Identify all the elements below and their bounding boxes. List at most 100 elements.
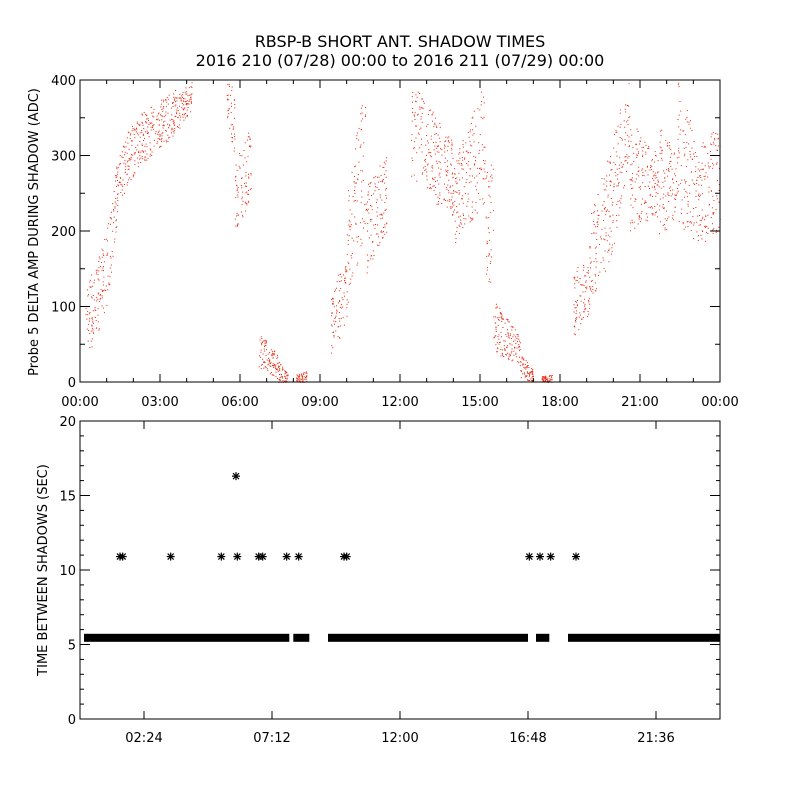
amp-point — [677, 162, 679, 164]
amp-point — [479, 167, 480, 169]
amp-point — [687, 220, 689, 222]
amp-point — [545, 377, 547, 379]
amp-point — [621, 166, 623, 168]
amp-point — [544, 376, 546, 378]
amp-point — [303, 374, 305, 375]
amp-point — [418, 133, 420, 135]
amp-point — [648, 206, 650, 208]
amp-point — [606, 175, 608, 177]
amp-point — [686, 116, 688, 118]
amp-point — [231, 137, 233, 138]
amp-point — [610, 180, 612, 182]
amp-point — [128, 148, 130, 150]
amp-point — [473, 110, 475, 112]
amp-point — [364, 223, 366, 225]
amp-point — [639, 185, 641, 187]
amp-point — [551, 376, 552, 378]
amp-point — [479, 149, 481, 151]
amp-point — [616, 226, 618, 228]
amp-point — [122, 179, 124, 181]
amp-point — [103, 290, 105, 292]
amp-point — [677, 84, 679, 86]
amp-point — [614, 134, 616, 135]
amp-point — [714, 138, 716, 140]
amp-point — [419, 128, 421, 130]
amp-point — [509, 343, 511, 345]
amp-point — [137, 157, 138, 159]
amp-point — [461, 198, 463, 200]
amp-point — [348, 200, 350, 202]
amp-point — [508, 359, 510, 361]
amp-point — [112, 230, 114, 232]
amp-point — [98, 279, 100, 281]
amp-point — [429, 151, 431, 153]
amp-point — [508, 321, 510, 323]
amp-point — [361, 181, 363, 183]
amp-point — [509, 334, 511, 336]
amp-segment — [144, 90, 177, 162]
amp-point — [658, 186, 660, 188]
amp-point — [234, 218, 236, 220]
amp-point — [90, 286, 92, 288]
amp-point — [512, 359, 514, 361]
amp-point — [702, 142, 704, 144]
amp-point — [465, 218, 467, 220]
amp-point — [285, 371, 287, 373]
amp-point — [345, 269, 347, 271]
amp-point — [163, 99, 165, 101]
amp-point — [186, 116, 188, 117]
amp-point — [518, 344, 520, 346]
amp-point — [286, 375, 288, 377]
amp-point — [348, 224, 350, 226]
amp-point — [462, 146, 464, 148]
amp-point — [452, 185, 454, 187]
amp-point — [190, 86, 192, 88]
amp-point — [698, 199, 700, 201]
amp-point — [519, 365, 521, 367]
amp-point — [700, 224, 701, 226]
amp-point — [106, 304, 108, 306]
amp-point — [701, 145, 703, 147]
amp-point — [710, 143, 712, 145]
amp-point — [494, 335, 496, 337]
amp-point — [456, 192, 458, 193]
amp-point — [87, 310, 89, 312]
amp-point — [689, 127, 691, 129]
amp-point — [93, 282, 95, 284]
amp-point — [653, 174, 655, 176]
amp-point — [296, 378, 298, 380]
amp-point — [604, 207, 606, 209]
amp-point — [91, 297, 93, 299]
amp-point — [385, 189, 387, 191]
amp-point — [299, 373, 300, 375]
amp-point — [654, 214, 656, 216]
amp-point — [599, 243, 600, 245]
amp-point — [522, 364, 524, 366]
amp-point — [114, 238, 116, 240]
amp-point — [101, 269, 103, 271]
amp-point — [279, 368, 281, 370]
amp-point — [667, 218, 668, 220]
amp-point — [489, 263, 491, 264]
amp-point — [333, 320, 335, 322]
amp-point — [160, 145, 162, 147]
amp-point — [641, 169, 643, 171]
amp-point — [469, 175, 471, 177]
amp-point — [353, 240, 355, 242]
amp-point — [457, 162, 459, 164]
amp-point — [134, 128, 135, 130]
amp-point — [180, 99, 182, 101]
amp-point — [449, 200, 451, 202]
amp-point — [692, 158, 693, 160]
amp-point — [356, 200, 358, 202]
amp-point — [467, 164, 469, 166]
amp-point — [379, 214, 381, 216]
amp-point — [110, 217, 112, 219]
amp-point — [235, 197, 237, 199]
amp-point — [689, 153, 691, 155]
amp-point — [142, 150, 144, 152]
amp-point — [462, 202, 464, 204]
amp-point — [120, 192, 122, 193]
amp-point — [702, 216, 704, 218]
amp-point — [503, 345, 505, 347]
